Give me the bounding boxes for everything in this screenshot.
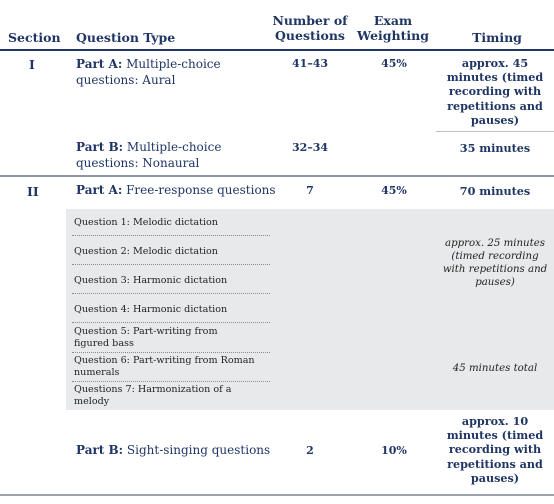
timing-divider: [436, 131, 554, 132]
section-2-part-a-timing: 70 minutes: [459, 184, 531, 198]
section-2-part-a-weighting: 45%: [381, 184, 407, 197]
section-1-label: I: [29, 57, 35, 72]
section-1-part-b-timing: 35 minutes: [459, 141, 531, 155]
dotted-separator: [72, 381, 270, 382]
section-2-part-b-timing: approx. 10 minutes (timed recording with…: [446, 414, 544, 485]
section-2-part-b-count: 2: [306, 444, 314, 457]
section-2-part-b-weighting: 10%: [381, 444, 407, 457]
question-4: Question 4: Harmonic dictation: [74, 304, 228, 315]
question-5: Question 5: Part-writing from figured ba…: [74, 326, 218, 349]
free-response-details: [66, 209, 554, 410]
section-2-label: II: [27, 184, 39, 199]
section-2-part-a-title: Part A: Free-response questions: [76, 183, 276, 197]
section-2-part-a-count: 7: [306, 184, 314, 197]
header-timing: Timing: [472, 30, 522, 45]
question-7: Questions 7: Harmonization of a melody: [74, 384, 232, 407]
section-1-part-a-weighting: 45%: [381, 57, 407, 70]
section-divider: [0, 175, 554, 177]
section-1-part-a-timing: approx. 45 minutes (timed recording with…: [446, 56, 544, 127]
header-number-of-questions: Number of Questions: [272, 13, 348, 43]
header-rule: [0, 49, 554, 51]
section-1-part-a-title: Part A: Multiple-choice questions: Aural: [76, 57, 221, 87]
question-3: Question 3: Harmonic dictation: [74, 275, 228, 286]
section-2-part-b-title: Part B: Sight-singing questions: [76, 443, 271, 457]
dotted-separator: [72, 352, 270, 353]
dotted-separator: [72, 322, 270, 323]
question-2: Question 2: Melodic dictation: [74, 246, 218, 257]
dotted-separator: [72, 264, 270, 265]
header-exam-weighting: Exam Weighting: [357, 13, 429, 43]
header-question-type: Question Type: [76, 30, 176, 45]
dotted-separator: [72, 235, 270, 236]
writing-timing-note: 45 minutes total: [452, 363, 538, 374]
question-1: Question 1: Melodic dictation: [74, 217, 218, 228]
section-1-part-b-title: Part B: Multiple-choice questions: Nonau…: [76, 140, 222, 170]
dictation-timing-note: approx. 25 minutes (timed recording with…: [442, 238, 548, 288]
section-1-part-b-count: 32–34: [291, 141, 329, 154]
dotted-separator: [72, 293, 270, 294]
question-6: Question 6: Part-writing from Roman nume…: [74, 355, 255, 378]
table-bottom-rule: [0, 494, 554, 496]
section-1-part-a-count: 41–43: [291, 57, 329, 70]
header-section: Section: [8, 30, 61, 45]
